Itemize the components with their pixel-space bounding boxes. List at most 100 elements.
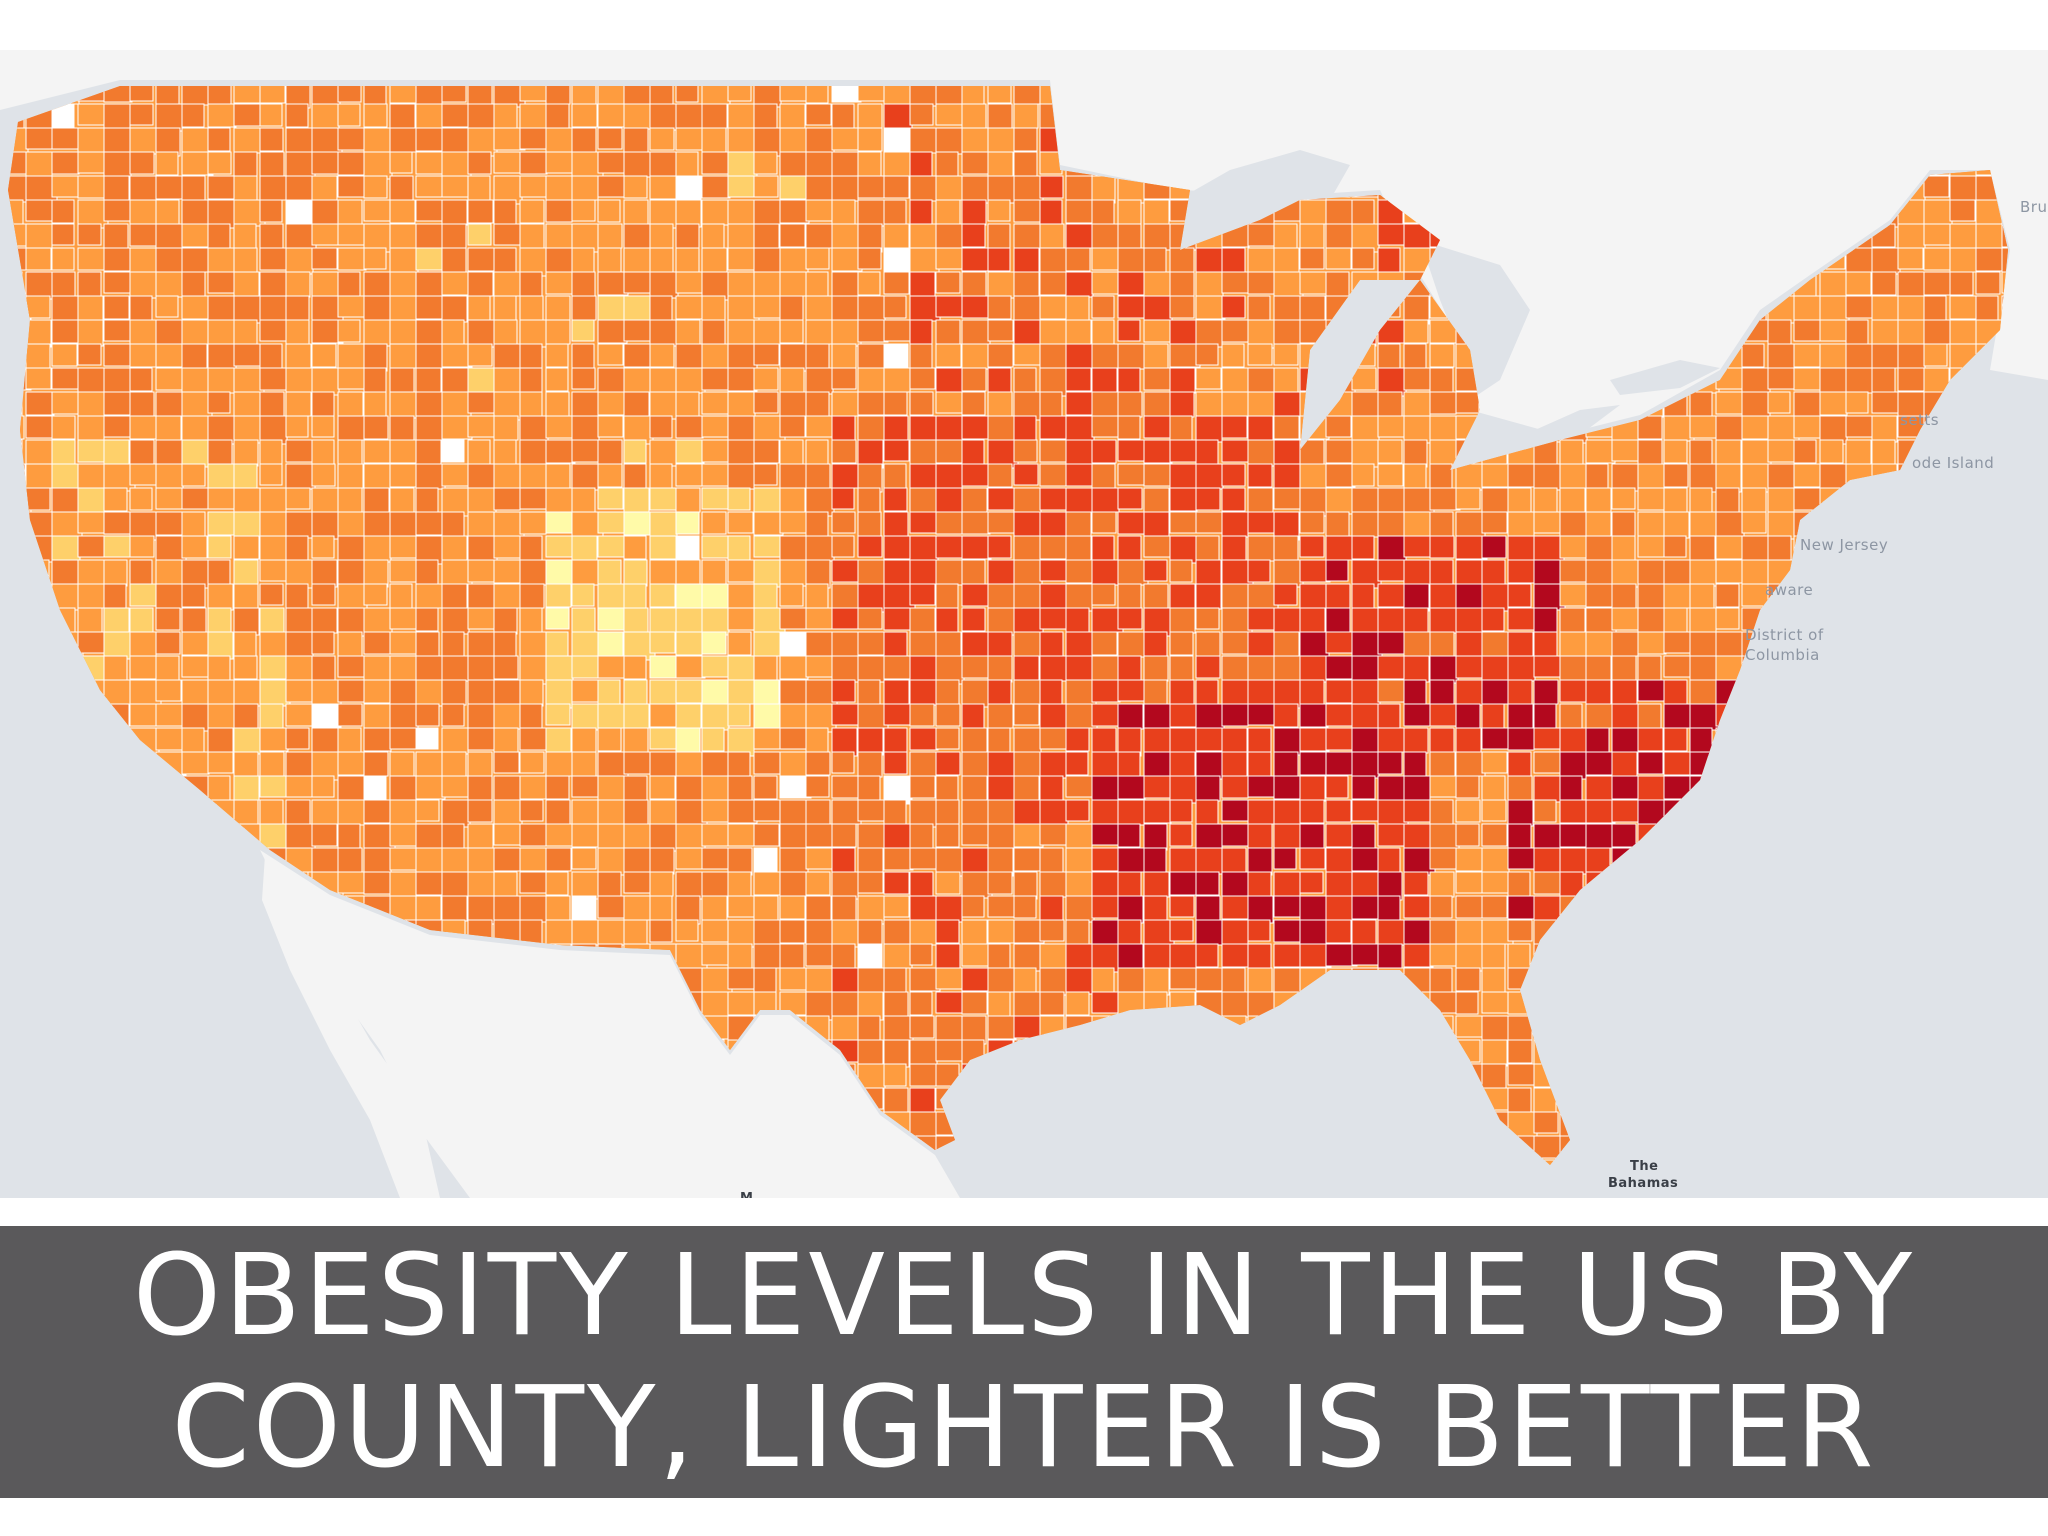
county-tile[interactable] bbox=[883, 103, 913, 129]
county-tile[interactable] bbox=[1949, 199, 1976, 222]
county-tile[interactable] bbox=[597, 535, 625, 558]
county-tile[interactable] bbox=[597, 319, 628, 344]
county-tile[interactable] bbox=[961, 271, 987, 300]
county-tile[interactable] bbox=[1689, 559, 1719, 587]
county-tile[interactable] bbox=[675, 871, 705, 900]
county-tile[interactable] bbox=[1247, 511, 1278, 534]
county-tile[interactable] bbox=[1819, 319, 1849, 342]
county-tile[interactable] bbox=[1247, 559, 1271, 583]
county-tile[interactable] bbox=[1767, 367, 1797, 390]
county-tile[interactable] bbox=[1923, 247, 1953, 271]
county-tile[interactable] bbox=[1065, 367, 1092, 392]
county-tile[interactable] bbox=[259, 703, 284, 730]
county-tile[interactable] bbox=[675, 727, 701, 755]
map-canvas[interactable]: New Jersey aware District of Columbia se… bbox=[0, 50, 2048, 1198]
county-tile[interactable] bbox=[1403, 319, 1429, 344]
county-tile[interactable] bbox=[1273, 439, 1302, 468]
county-tile[interactable] bbox=[363, 175, 388, 199]
county-tile[interactable] bbox=[1455, 823, 1480, 847]
county-tile[interactable] bbox=[1429, 799, 1454, 826]
county-tile[interactable] bbox=[285, 391, 312, 417]
county-tile[interactable] bbox=[415, 703, 440, 727]
county-tile[interactable] bbox=[129, 535, 155, 558]
county-tile[interactable] bbox=[909, 1039, 938, 1068]
county-tile[interactable] bbox=[1247, 223, 1278, 247]
county-tile[interactable] bbox=[363, 247, 387, 270]
county-tile[interactable] bbox=[1013, 559, 1043, 586]
county-tile[interactable] bbox=[207, 367, 235, 394]
county-tile[interactable] bbox=[129, 343, 158, 368]
county-tile[interactable] bbox=[883, 919, 914, 946]
county-tile[interactable] bbox=[1195, 703, 1225, 730]
county-tile[interactable] bbox=[519, 511, 547, 535]
county-tile[interactable] bbox=[415, 799, 440, 822]
county-tile[interactable] bbox=[25, 295, 51, 319]
county-tile[interactable] bbox=[259, 631, 289, 657]
county-tile[interactable] bbox=[1273, 535, 1299, 564]
county-tile[interactable] bbox=[1377, 415, 1406, 438]
county-tile[interactable] bbox=[883, 271, 910, 295]
county-tile[interactable] bbox=[961, 295, 990, 319]
county-tile[interactable] bbox=[961, 247, 989, 272]
county-tile[interactable] bbox=[1221, 487, 1246, 512]
county-tile[interactable] bbox=[935, 847, 963, 877]
county-tile[interactable] bbox=[649, 103, 677, 131]
county-tile[interactable] bbox=[779, 367, 805, 394]
county-tile[interactable] bbox=[545, 871, 569, 896]
county-tile[interactable] bbox=[1091, 871, 1121, 899]
county-tile[interactable] bbox=[675, 295, 706, 320]
county-tile[interactable] bbox=[181, 607, 207, 633]
county-tile[interactable] bbox=[857, 559, 885, 588]
county-tile[interactable] bbox=[1039, 175, 1064, 199]
county-tile[interactable] bbox=[129, 80, 154, 102]
county-tile[interactable] bbox=[987, 295, 1012, 320]
county-tile[interactable] bbox=[727, 415, 757, 442]
county-tile[interactable] bbox=[493, 631, 517, 658]
county-tile[interactable] bbox=[1897, 223, 1926, 252]
county-tile[interactable] bbox=[1273, 559, 1304, 588]
county-tile[interactable] bbox=[571, 415, 600, 441]
county-tile[interactable] bbox=[233, 655, 258, 680]
county-tile[interactable] bbox=[1143, 751, 1174, 778]
county-tile[interactable] bbox=[779, 271, 810, 297]
county-tile[interactable] bbox=[753, 367, 779, 391]
county-tile[interactable] bbox=[1221, 967, 1246, 994]
county-tile[interactable] bbox=[1039, 991, 1065, 1016]
county-tile[interactable] bbox=[259, 463, 283, 486]
county-tile[interactable] bbox=[1247, 391, 1276, 419]
county-tile[interactable] bbox=[857, 919, 883, 948]
county-tile[interactable] bbox=[1455, 775, 1480, 799]
county-tile[interactable] bbox=[805, 391, 830, 417]
county-tile[interactable] bbox=[441, 871, 472, 897]
county-tile[interactable] bbox=[1377, 871, 1403, 901]
county-tile[interactable] bbox=[701, 439, 730, 463]
county-tile[interactable] bbox=[1351, 511, 1381, 538]
county-tile[interactable] bbox=[311, 559, 338, 588]
county-tile[interactable] bbox=[883, 1063, 907, 1087]
county-tile[interactable] bbox=[831, 727, 858, 757]
county-tile[interactable] bbox=[1611, 679, 1638, 706]
county-tile[interactable] bbox=[285, 487, 311, 510]
county-tile[interactable] bbox=[1065, 775, 1096, 798]
county-tile[interactable] bbox=[1143, 247, 1167, 274]
county-tile[interactable] bbox=[649, 511, 678, 539]
county-tile[interactable] bbox=[259, 655, 288, 680]
county-tile[interactable] bbox=[545, 583, 572, 608]
county-tile[interactable] bbox=[1455, 727, 1482, 753]
county-tile[interactable] bbox=[597, 919, 625, 946]
county-tile[interactable] bbox=[909, 391, 934, 416]
county-tile[interactable] bbox=[337, 703, 363, 727]
county-tile[interactable] bbox=[1325, 799, 1352, 823]
county-tile[interactable] bbox=[1039, 823, 1069, 846]
county-tile[interactable] bbox=[311, 367, 340, 396]
county-tile[interactable] bbox=[1117, 775, 1146, 800]
county-tile[interactable] bbox=[493, 703, 524, 730]
county-tile[interactable] bbox=[545, 487, 576, 515]
county-tile[interactable] bbox=[1715, 511, 1745, 539]
county-tile[interactable] bbox=[259, 607, 285, 637]
county-tile[interactable] bbox=[207, 295, 236, 324]
county-tile[interactable] bbox=[727, 943, 753, 971]
county-tile[interactable] bbox=[129, 487, 153, 511]
county-tile[interactable] bbox=[77, 631, 108, 654]
county-tile[interactable] bbox=[779, 631, 809, 657]
